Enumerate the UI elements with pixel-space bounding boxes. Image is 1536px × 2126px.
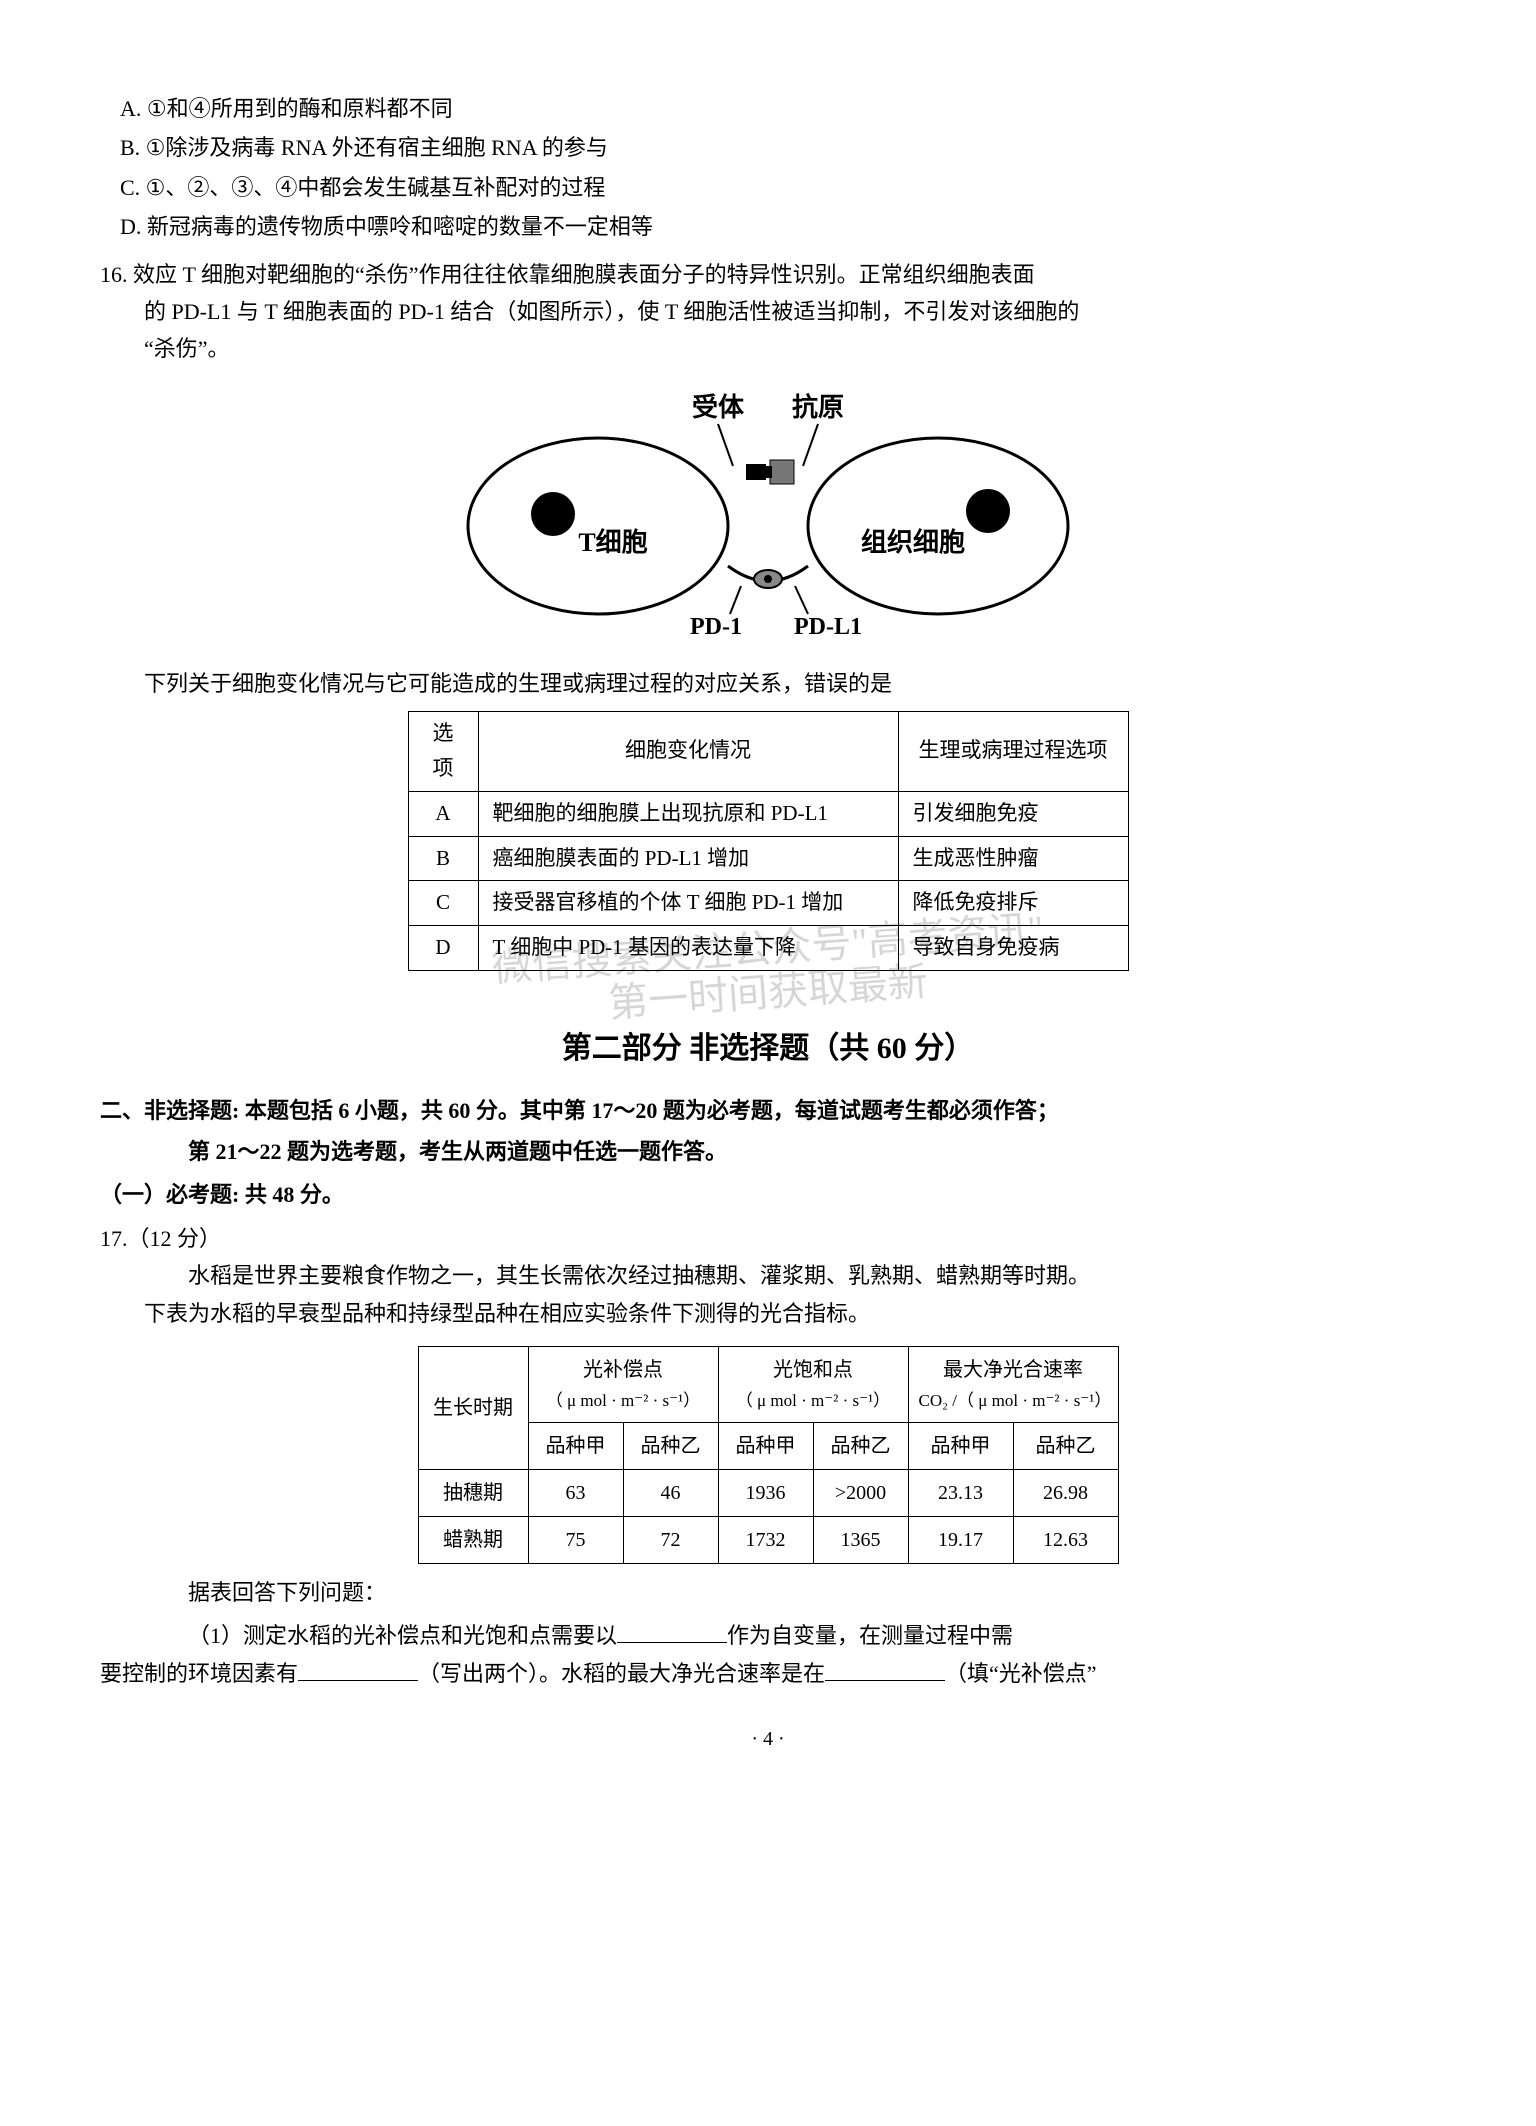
q16-answer-table: 选项 细胞变化情况 生理或病理过程选项 A 靶细胞的细胞膜上出现抗原和 PD-L… — [408, 711, 1129, 971]
q17-after-table: 据表回答下列问题： — [100, 1574, 1436, 1611]
q15-option-c: C. ①、②、③、④中都会发生碱基互补配对的过程 — [100, 169, 1436, 206]
blank-3 — [825, 1659, 945, 1681]
q16-diagram: T细胞 组织细胞 受体 抗原 PD-1 PD-L1 — [100, 386, 1436, 647]
q17-sub1: （1）测定水稻的光补偿点和光饱和点需要以作为自变量，在测量过程中需 — [100, 1617, 1436, 1654]
tissue-label: 组织细胞 — [861, 527, 965, 557]
q15-option-b: B. ①除涉及病毒 RNA 外还有宿主细胞 RNA 的参与 — [100, 129, 1436, 166]
q16-row-b: B 癌细胞膜表面的 PD-L1 增加 生成恶性肿瘤 — [408, 836, 1128, 881]
pdl1-label: PD-L1 — [794, 614, 862, 636]
antigen-label: 抗原 — [792, 392, 844, 422]
part2-subhead: （一）必考题: 共 48 分。 — [100, 1176, 1436, 1213]
part2-title: 第二部分 非选择题（共 60 分） — [100, 1023, 1436, 1074]
q16-stem-line1: 效应 T 细胞对靶细胞的“杀伤”作用往往依靠细胞膜表面分子的特异性识别。正常组织… — [133, 262, 1035, 287]
q17-data-table: 生长时期 光补偿点 （ μ mol · m⁻² · s⁻¹） 光饱和点 （ μ … — [418, 1346, 1119, 1564]
q16-stem: 16. 效应 T 细胞对靶细胞的“杀伤”作用往往依靠细胞膜表面分子的特异性识别。… — [100, 256, 1436, 293]
q17-gh-comp: 光补偿点 （ μ mol · m⁻² · s⁻¹） — [528, 1346, 718, 1422]
part2-instr1: 二、非选择题: 本题包括 6 小题，共 60 分。其中第 17～20 题为必考题… — [100, 1092, 1436, 1129]
part2-instr2: 第 21～22 题为选考题，考生从两道题中任选一题作答。 — [100, 1133, 1436, 1170]
q17-para1: 水稻是世界主要粮食作物之一，其生长需依次经过抽穗期、灌浆期、乳熟期、蜡熟期等时期… — [100, 1257, 1436, 1294]
q16-number: 16. — [100, 262, 128, 287]
page-number: · 4 · — [100, 1722, 1436, 1756]
q16-th-process: 生理或病理过程选项 — [898, 711, 1128, 791]
q16-row-a: A 靶细胞的细胞膜上出现抗原和 PD-L1 引发细胞免疫 — [408, 791, 1128, 836]
q16-stem-line3: “杀伤”。 — [100, 330, 1436, 367]
q17-sub1-line2: 要控制的环境因素有（写出两个）。水稻的最大净光合速率是在（填“光补偿点” — [56, 1655, 1436, 1692]
q17-number: 17.（12 分） — [100, 1220, 1436, 1257]
q16-stem-line2: 的 PD-L1 与 T 细胞表面的 PD-1 结合（如图所示），使 T 细胞活性… — [100, 293, 1436, 330]
q16-row-d: D T 细胞中 PD-1 基因的表达量下降 导致自身免疫病 — [408, 925, 1128, 970]
blank-1 — [617, 1621, 727, 1643]
q17-row-2: 蜡熟期 75 72 1732 1365 19.17 12.63 — [418, 1516, 1118, 1563]
q15-option-a: A. ①和④所用到的酶和原料都不同 — [100, 90, 1436, 127]
blank-2 — [298, 1659, 418, 1681]
pd1-label: PD-1 — [690, 614, 742, 636]
q16-th-option: 选项 — [408, 711, 478, 791]
tcell-label: T细胞 — [578, 527, 647, 557]
q17-row-1: 抽穗期 63 46 1936 >2000 23.13 26.98 — [418, 1469, 1118, 1516]
q15-option-d: D. 新冠病毒的遗传物质中嘌呤和嘧啶的数量不一定相等 — [100, 208, 1436, 245]
q17-para2: 下表为水稻的早衰型品种和持绿型品种在相应实验条件下测得的光合指标。 — [100, 1295, 1436, 1332]
q17-gh-rate: 最大净光合速率 CO₂ /（ μ mol · m⁻² · s⁻¹） — [908, 1346, 1118, 1422]
q16-th-change: 细胞变化情况 — [478, 711, 898, 791]
receptor-label: 受体 — [692, 392, 745, 422]
q17-rowlabel-head: 生长时期 — [418, 1346, 528, 1469]
q16-after-diagram: 下列关于细胞变化情况与它可能造成的生理或病理过程的对应关系，错误的是 — [100, 665, 1436, 702]
q16-row-c: C 接受器官移植的个体 T 细胞 PD-1 增加 降低免疫排斥 — [408, 881, 1128, 926]
q17-gh-sat: 光饱和点 （ μ mol · m⁻² · s⁻¹） — [718, 1346, 908, 1422]
